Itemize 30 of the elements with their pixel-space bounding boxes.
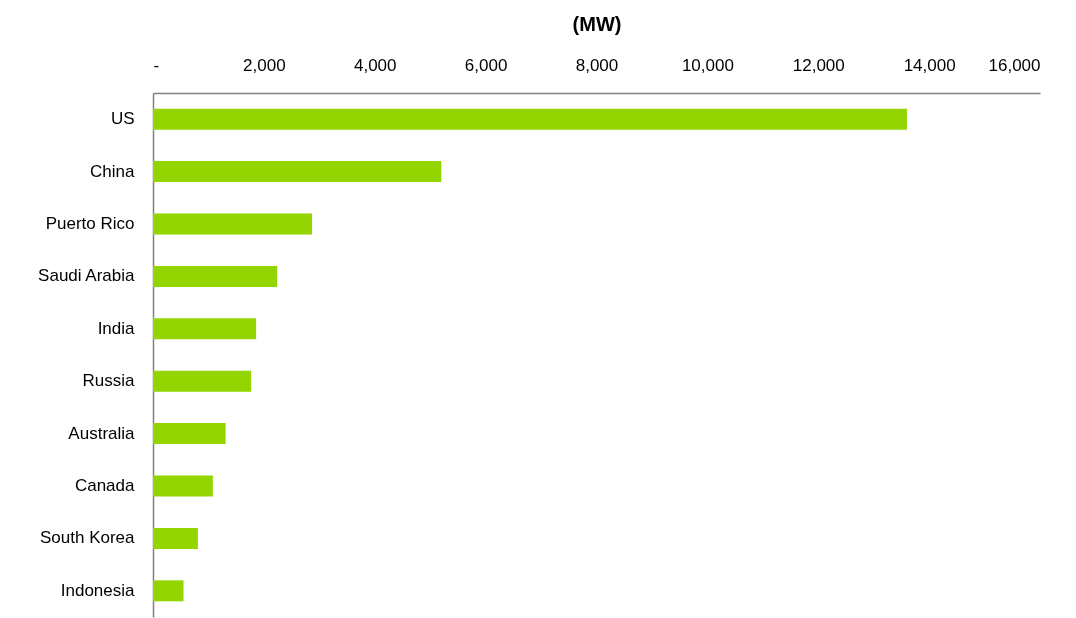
- y-tick-label: Australia: [68, 423, 136, 443]
- x-tick-label: 10,000: [681, 55, 734, 75]
- x-tick-label: 4,000: [353, 55, 397, 75]
- x-axis-title: (MW): [572, 12, 622, 35]
- bar: [153, 527, 198, 549]
- x-tick-label: 8,000: [575, 55, 619, 75]
- bar: [153, 318, 257, 340]
- bar: [153, 161, 442, 183]
- x-tick-label: 2,000: [243, 55, 286, 75]
- bar: [153, 108, 907, 130]
- bar: [153, 475, 213, 497]
- bar: [153, 580, 184, 602]
- x-tick-label: 16,000: [988, 55, 1041, 75]
- y-tick-label: Russia: [82, 371, 136, 391]
- y-tick-label: US: [110, 109, 135, 129]
- bar: [153, 423, 226, 445]
- x-tick-label: 6,000: [464, 55, 508, 75]
- y-tick-label: Indonesia: [60, 580, 136, 600]
- y-tick-label: China: [90, 161, 136, 181]
- x-tick-label: -: [153, 55, 160, 75]
- x-tick-label: 12,000: [792, 55, 845, 75]
- y-tick-label: South Korea: [39, 528, 136, 548]
- y-tick-label: Saudi Arabia: [38, 266, 136, 286]
- bar: [153, 265, 278, 287]
- bar: [153, 213, 313, 235]
- bar: [153, 370, 252, 392]
- y-tick-label: India: [97, 318, 136, 338]
- y-tick-label: Puerto Rico: [45, 214, 135, 233]
- y-tick-label: Canada: [74, 476, 136, 495]
- x-tick-label: 14,000: [903, 55, 956, 75]
